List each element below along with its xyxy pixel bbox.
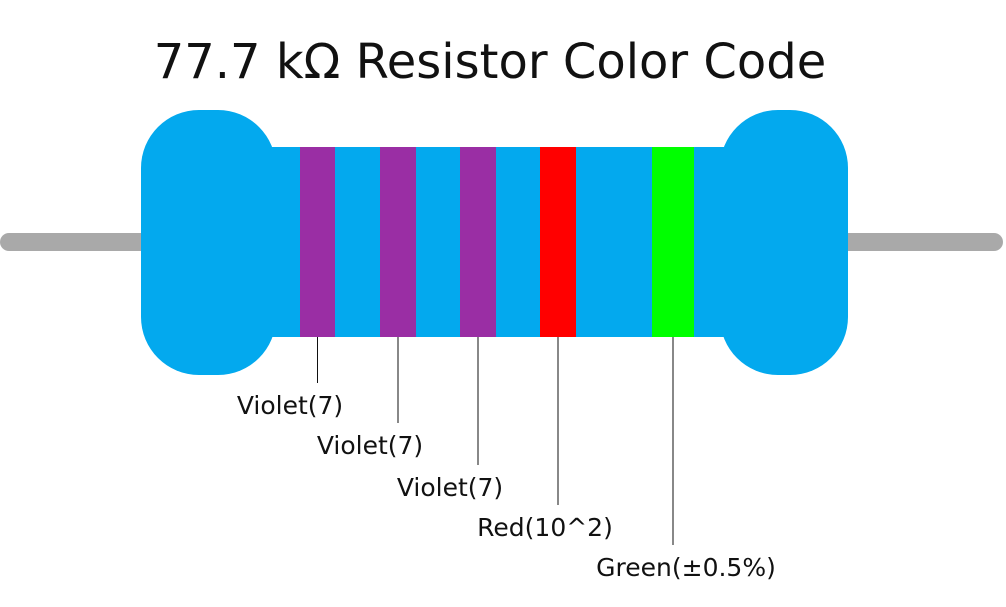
band-label: Violet(7)	[397, 473, 503, 502]
title: 77.7 kΩ Resistor Color Code	[154, 34, 827, 90]
band-label: Violet(7)	[237, 391, 343, 420]
color-band	[380, 147, 416, 337]
right-cap	[720, 110, 848, 375]
left-cap	[141, 110, 276, 375]
color-band	[300, 147, 335, 337]
band-label: Red(10^2)	[477, 513, 613, 542]
bands: Violet(7) Violet(7) Violet(7) Red(10^2) Gree…	[237, 147, 776, 582]
band-label: Violet(7)	[317, 431, 423, 460]
color-band	[540, 147, 576, 337]
color-band	[460, 147, 496, 337]
band-label: Green(±0.5%)	[596, 553, 776, 582]
color-band	[652, 147, 694, 337]
